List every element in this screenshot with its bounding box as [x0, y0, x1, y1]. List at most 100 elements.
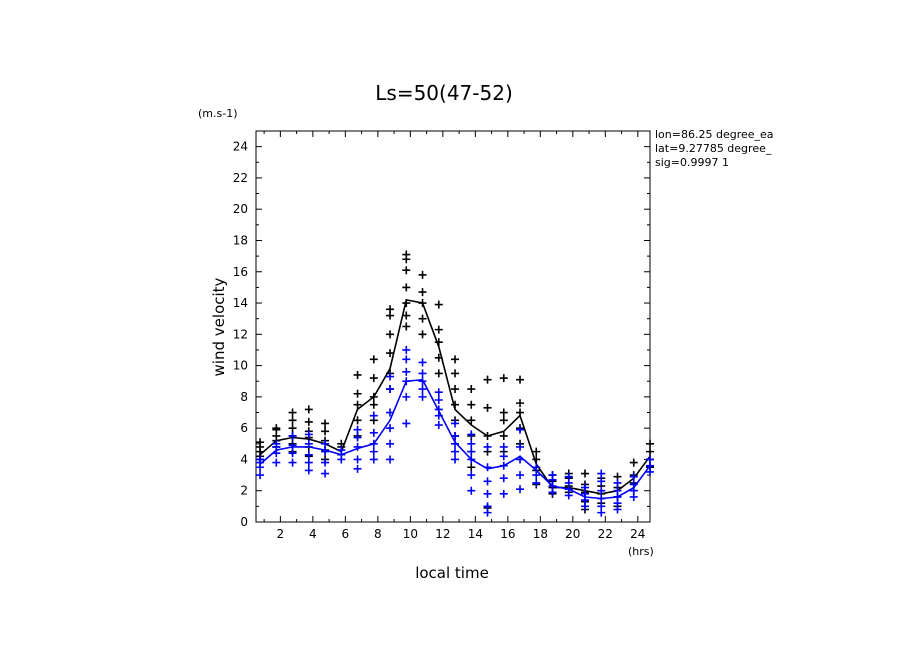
- data-point-marker: [483, 442, 492, 451]
- data-point-marker: [402, 367, 411, 376]
- data-point-marker: [467, 447, 476, 456]
- data-point-marker: [304, 450, 313, 459]
- data-point-marker: [532, 471, 541, 480]
- data-point-marker: [483, 375, 492, 384]
- x-axis-label: local time: [415, 564, 489, 582]
- x-tick-label: 2: [277, 527, 285, 541]
- data-point-marker: [483, 477, 492, 486]
- x-tick-label: 12: [435, 527, 450, 541]
- data-point-marker: [288, 416, 297, 425]
- data-point-marker: [353, 464, 362, 473]
- y-unit-label: (m.s-1): [198, 107, 238, 120]
- x-tick-label: 14: [468, 527, 483, 541]
- data-point-marker: [467, 385, 476, 394]
- data-point-marker: [353, 400, 362, 409]
- data-point-marker: [272, 458, 281, 467]
- plot-area: 2 4 6 8 10 12 14 16 18 20 22 2402468101214161820222…: [233, 130, 654, 541]
- data-point-marker: [386, 349, 395, 358]
- data-point-marker: [256, 471, 265, 480]
- series-mean-line-1: [259, 378, 651, 500]
- data-point-marker: [597, 469, 606, 478]
- data-point-marker: [581, 469, 590, 478]
- y-tick-label: 0: [240, 515, 248, 529]
- annotation-sig: sig=0.9997 1: [655, 156, 729, 169]
- x-tick-label: 16: [500, 527, 515, 541]
- data-point-marker: [499, 416, 508, 425]
- data-point-marker: [646, 447, 654, 456]
- data-point-marker: [288, 441, 297, 450]
- data-point-marker: [304, 405, 313, 414]
- data-point-marker: [386, 455, 395, 464]
- data-point-marker: [499, 431, 508, 440]
- data-point-marker: [597, 477, 606, 486]
- data-point-marker: [597, 486, 606, 495]
- data-point-marker: [516, 399, 525, 408]
- data-point-marker: [564, 472, 573, 481]
- y-tick-label: 12: [233, 327, 248, 341]
- data-point-marker: [288, 408, 297, 417]
- data-point-marker: [483, 403, 492, 412]
- x-unit-label: (hrs): [628, 545, 654, 558]
- data-point-marker: [402, 266, 411, 275]
- data-point-marker: [353, 389, 362, 398]
- data-point-marker: [321, 439, 330, 448]
- data-point-marker: [321, 458, 330, 467]
- data-point-marker: [418, 288, 427, 297]
- data-point-marker: [304, 417, 313, 426]
- data-point-marker: [451, 447, 460, 456]
- data-point-marker: [646, 455, 654, 464]
- y-tick-label: 14: [233, 296, 248, 310]
- data-point-marker: [516, 375, 525, 384]
- data-point-marker: [434, 325, 443, 334]
- data-point-marker: [321, 419, 330, 428]
- data-point-marker: [402, 311, 411, 320]
- data-point-marker: [467, 400, 476, 409]
- data-point-marker: [516, 485, 525, 494]
- x-tick-label: 6: [342, 527, 350, 541]
- data-point-marker: [402, 392, 411, 401]
- data-point-marker: [369, 428, 378, 437]
- data-point-marker: [548, 471, 557, 480]
- data-point-marker: [434, 396, 443, 405]
- data-point-marker: [532, 447, 541, 456]
- data-point-marker: [499, 452, 508, 461]
- data-point-marker: [288, 458, 297, 467]
- data-point-marker: [418, 369, 427, 378]
- data-point-marker: [353, 416, 362, 425]
- data-point-marker: [288, 431, 297, 440]
- data-point-marker: [369, 455, 378, 464]
- y-tick-label: 16: [233, 265, 248, 279]
- data-point-marker: [353, 433, 362, 442]
- data-point-marker: [467, 439, 476, 448]
- data-point-marker: [353, 370, 362, 379]
- data-point-marker: [613, 478, 622, 487]
- y-tick-label: 18: [233, 233, 248, 247]
- data-point-marker: [451, 419, 460, 428]
- data-point-marker: [418, 330, 427, 339]
- data-point-marker: [516, 442, 525, 451]
- data-point-marker: [646, 439, 654, 448]
- data-point-marker: [613, 486, 622, 495]
- data-point-marker: [532, 478, 541, 487]
- data-point-marker: [402, 283, 411, 292]
- data-point-marker: [418, 392, 427, 401]
- y-tick-label: 6: [240, 421, 248, 435]
- x-tick-label: 4: [309, 527, 317, 541]
- y-tick-label: 2: [240, 484, 248, 498]
- data-point-marker: [483, 502, 492, 511]
- data-point-marker: [434, 300, 443, 309]
- data-point-marker: [304, 430, 313, 439]
- data-point-marker: [402, 250, 411, 259]
- data-point-marker: [467, 430, 476, 439]
- data-point-marker: [629, 458, 638, 467]
- data-point-marker: [256, 442, 265, 451]
- annotation-lat: lat=9.27785 degree_: [655, 142, 772, 155]
- data-point-marker: [402, 345, 411, 354]
- data-point-marker: [467, 463, 476, 472]
- data-point-marker: [418, 385, 427, 394]
- y-tick-label: 20: [233, 202, 248, 216]
- x-tick-label: 10: [403, 527, 418, 541]
- data-point-marker: [597, 502, 606, 511]
- series-mean-line-0: [259, 298, 651, 495]
